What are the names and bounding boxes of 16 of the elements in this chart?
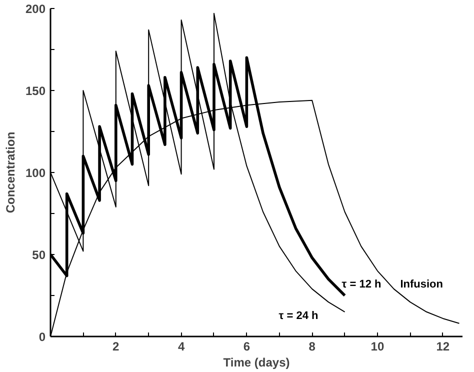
y-tick-label: 0 (38, 330, 46, 344)
x-tick-label: 6 (243, 340, 250, 354)
x-tick-label: 8 (308, 340, 316, 354)
series-label: τ = 24 h (278, 310, 319, 322)
y-tick-label: 50 (32, 248, 46, 262)
y-tick-label: 100 (25, 166, 46, 180)
x-axis-title: Time (days) (223, 356, 290, 370)
series-label: τ = 12 h (342, 278, 382, 290)
x-tick-label: 12 (436, 340, 450, 354)
series-label: Infusion (400, 278, 444, 290)
y-tick-label: 200 (25, 2, 46, 16)
y-tick-label: 150 (25, 84, 46, 98)
x-tick-label: 4 (178, 340, 185, 354)
y-axis-title: Concentration (3, 132, 18, 214)
x-tick-label: 10 (370, 340, 384, 354)
x-tick-label: 2 (112, 340, 120, 354)
